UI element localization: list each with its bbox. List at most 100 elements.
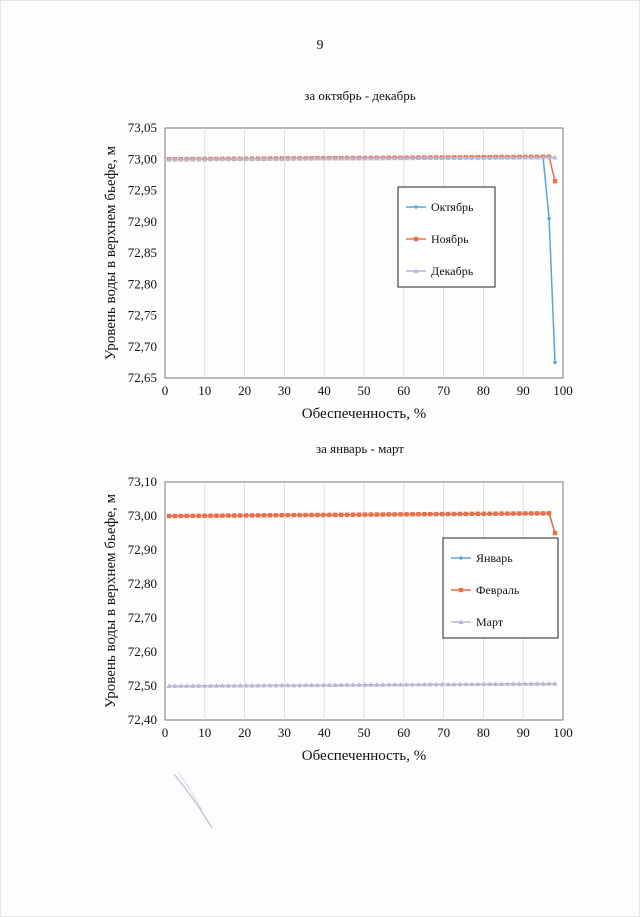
page-number: 9: [316, 38, 324, 53]
y-tick-label: 72,65: [128, 370, 157, 385]
data-point: [380, 512, 385, 517]
data-point: [315, 512, 320, 518]
data-point: [510, 681, 517, 686]
data-point: [522, 154, 528, 160]
data-point: [439, 155, 445, 160]
data-point: [314, 155, 321, 161]
data-point: [475, 681, 481, 687]
data-point: [344, 155, 350, 161]
data-point: [213, 683, 220, 688]
data-point: [350, 512, 356, 517]
data-point: [409, 681, 416, 687]
legend-label: Март: [476, 615, 504, 629]
data-point: [249, 156, 255, 161]
x-tick-label: 70: [437, 383, 450, 398]
data-point: [231, 682, 237, 688]
data-point: [529, 511, 534, 516]
data-point: [434, 511, 439, 517]
data-point: [499, 511, 504, 516]
data-point: [368, 682, 374, 687]
data-point: [184, 156, 190, 162]
data-point: [380, 682, 386, 687]
data-point: [202, 156, 208, 162]
data-point: [279, 512, 285, 518]
data-point: [356, 512, 362, 517]
data-point: [487, 155, 493, 160]
data-point: [505, 511, 510, 516]
data-point: [362, 155, 368, 161]
data-point: [374, 682, 380, 687]
data-point: [380, 155, 386, 161]
y-tick-label: 73,00: [128, 151, 157, 166]
data-point: [368, 155, 374, 161]
y-axis-label: Уровень воды в верхнем бьефе, м: [103, 145, 119, 360]
x-tick-label: 80: [477, 383, 490, 398]
data-point: [249, 682, 255, 688]
data-point: [350, 155, 356, 161]
data-point: [528, 154, 534, 160]
data-point: [498, 681, 505, 686]
data-point: [332, 155, 338, 161]
data-point: [546, 154, 552, 160]
pen-mark: [173, 771, 213, 829]
data-point: [166, 683, 172, 688]
data-point: [368, 512, 374, 517]
data-point: [463, 511, 469, 517]
data-point: [232, 513, 237, 518]
data-point: [214, 513, 219, 518]
data-point: [285, 512, 290, 518]
x-tick-label: 30: [278, 725, 291, 740]
data-point: [534, 681, 540, 686]
x-tick-label: 0: [162, 725, 169, 740]
y-tick-label: 72,75: [128, 308, 157, 323]
data-point: [273, 513, 279, 518]
data-point: [392, 682, 398, 687]
x-tick-label: 40: [318, 725, 331, 740]
data-point: [546, 681, 552, 686]
data-point: [439, 511, 445, 517]
data-point: [404, 512, 409, 517]
data-point: [279, 156, 285, 161]
y-axis-label: Уровень воды в верхнем бьефе, м: [103, 493, 119, 708]
data-point: [332, 682, 338, 687]
data-point: [445, 155, 451, 160]
data-point: [184, 683, 190, 688]
data-point: [386, 155, 392, 161]
data-point: [261, 513, 267, 518]
data-point: [243, 682, 249, 688]
y-tick-label: 72,80: [128, 276, 157, 291]
legend-label: Январь: [476, 551, 513, 565]
data-point: [510, 154, 517, 160]
data-point: [297, 156, 303, 161]
data-point: [445, 681, 451, 687]
x-tick-label: 0: [162, 383, 169, 398]
data-point: [481, 681, 487, 687]
legend-marker: [413, 268, 419, 273]
data-point: [469, 511, 475, 517]
data-point: [202, 683, 208, 688]
data-point: [522, 681, 528, 686]
data-point: [220, 513, 225, 518]
data-point: [427, 155, 433, 160]
x-tick-label: 40: [318, 383, 331, 398]
data-point: [184, 513, 189, 519]
y-tick-label: 72,80: [128, 576, 157, 591]
data-point: [196, 513, 201, 518]
data-point: [350, 682, 356, 687]
data-point: [219, 683, 226, 688]
data-point: [303, 512, 308, 518]
data-point: [237, 156, 243, 161]
chart-title-jan-mar: за январь - март: [315, 441, 404, 456]
data-point: [190, 513, 195, 519]
data-point: [279, 682, 285, 688]
data-point: [374, 512, 380, 517]
data-point: [386, 512, 391, 517]
y-tick-label: 72,85: [128, 245, 157, 260]
legend-marker: [458, 587, 464, 593]
data-point: [415, 155, 422, 161]
y-tick-label: 72,70: [128, 339, 157, 354]
data-point: [255, 682, 261, 688]
data-point: [344, 682, 350, 687]
data-point: [469, 681, 475, 687]
